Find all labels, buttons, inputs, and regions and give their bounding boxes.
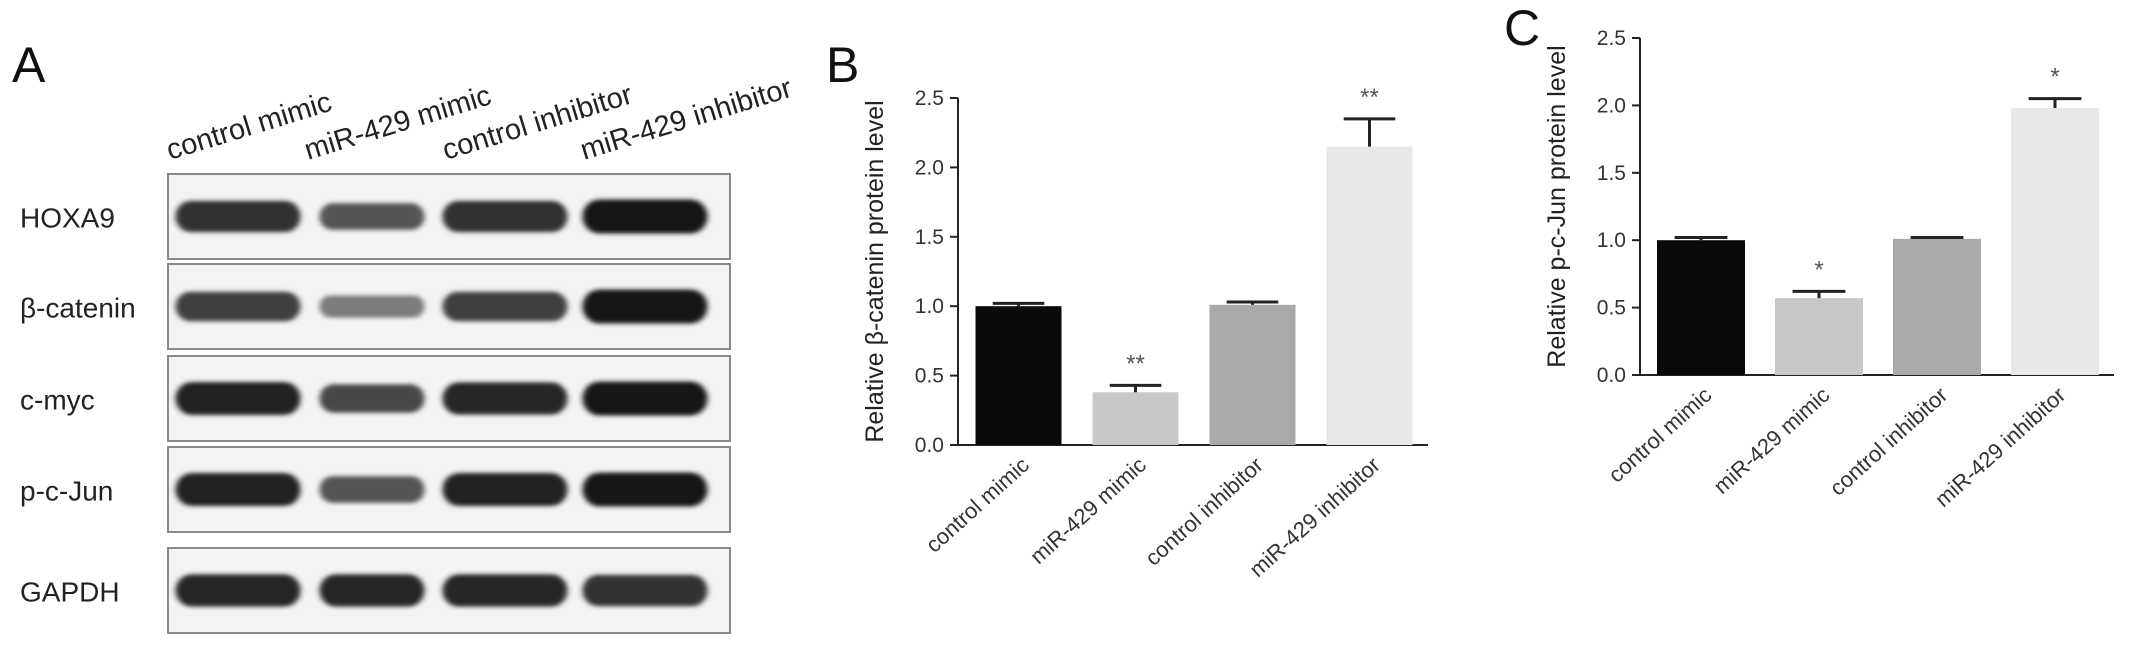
y-tick-label-c: 0.5 [1597,297,1626,320]
blot-band-hoxa9-control-inhibitor [442,200,568,233]
x-tick-label-c-control-inhibitor: control inhibitor [1825,382,1953,500]
y-tick-label-b: 2.5 [915,87,944,110]
y-tick-label-b: 2.0 [915,156,944,179]
panel-letter-c: C [1504,0,1540,56]
blot-band-p-c-jun-mir-429-mimic [319,476,425,503]
blot-band-gapdh-mir-429-mimic [319,574,425,607]
significance-marker-c-mir-429-mimic: * [1814,256,1823,283]
significance-marker-b-mir-429-inhibitor: ** [1360,84,1379,111]
y-tick-label-b: 1.5 [915,226,944,249]
y-tick-label-c: 2.5 [1597,27,1626,50]
blot-band-c-myc-mir-429-inhibitor [582,381,708,416]
blot-band-beta-catenin-mir-429-mimic [319,295,425,318]
y-tick-label-c: 1.5 [1597,162,1626,185]
y-tick-label-b: 0.0 [915,434,944,457]
blot-band-c-myc-control-inhibitor [442,382,568,415]
y-axis-label-b: Relative β-catenin protein level [861,100,889,442]
x-tick-label-b-control-inhibitor: control inhibitor [1140,452,1268,570]
significance-marker-c-mir-429-inhibitor: * [2050,64,2059,91]
y-axis-label-c: Relative p-c-Jun protein level [1543,45,1571,367]
significance-marker-b-mir-429-mimic: ** [1126,350,1145,377]
bar-b-mir-429-inhibitor [1326,146,1413,445]
blot-row-label-hoxa9: HOXA9 [20,203,115,234]
blot-band-c-myc-control-mimic [175,381,301,416]
bar-chart-p-c-jun: 0.0 0.5 1.0 1.5 2.0 2.5 Relative p-c-Jun prote… [1543,27,2114,512]
blot-row-label-p-c-jun: p-c-Jun [20,476,113,507]
bar-c-control-mimic [1657,240,1745,375]
x-tick-label-b-control-mimic: control mimic [921,452,1034,557]
blot-band-hoxa9-mir-429-inhibitor [582,199,708,234]
blot-row-label-beta-catenin: β-catenin [20,293,136,324]
blot-band-gapdh-control-inhibitor [442,574,568,607]
bar-b-control-inhibitor [1209,304,1296,445]
blot-band-hoxa9-control-mimic [175,200,301,233]
blot-band-hoxa9-mir-429-mimic [319,203,425,230]
blot-band-c-myc-mir-429-mimic [319,384,425,413]
bar-c-control-inhibitor [1893,238,1981,375]
x-tick-label-c-mir-429-mimic: miR-429 mimic [1709,382,1835,499]
x-tick-label-b-mir-429-mimic: miR-429 mimic [1025,452,1151,569]
y-tick-label-c: 2.0 [1597,94,1626,117]
panel-letter-b: B [826,37,859,93]
bar-c-mir-429-inhibitor [2011,108,2099,375]
y-tick-label-b: 0.5 [915,365,944,388]
x-tick-label-c-control-mimic: control mimic [1603,382,1716,487]
y-tick-label-c: 0.0 [1597,364,1626,387]
blot-band-beta-catenin-control-mimic [175,291,301,322]
y-tick-label-c: 1.0 [1597,229,1626,252]
blot-row-label-c-myc: c-myc [20,385,95,416]
bar-chart-beta-catenin: 0.0 0.5 1.0 1.5 2.0 2.5 Relative β-catenin pro… [861,84,1428,582]
blot-band-gapdh-control-mimic [175,574,301,607]
y-tick-label-b: 1.0 [915,295,944,318]
blot-band-p-c-jun-mir-429-inhibitor [582,472,708,507]
blot-band-p-c-jun-control-mimic [175,472,301,507]
blot-band-beta-catenin-control-inhibitor [442,291,568,322]
blot-band-gapdh-mir-429-inhibitor [582,574,708,607]
blot-band-beta-catenin-mir-429-inhibitor [582,289,708,324]
panel-letter-a: A [12,37,46,93]
bar-c-mir-429-mimic [1775,298,1863,375]
blot-row-label-gapdh: GAPDH [20,577,120,608]
bar-b-mir-429-mimic [1092,392,1179,445]
bar-b-control-mimic [975,306,1062,445]
blot-band-p-c-jun-control-inhibitor [442,472,568,507]
